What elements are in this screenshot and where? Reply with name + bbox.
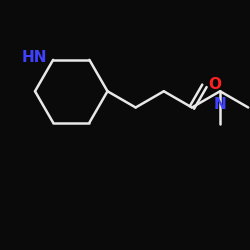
Text: HN: HN <box>22 50 47 65</box>
Text: O: O <box>208 77 221 92</box>
Text: N: N <box>214 97 226 112</box>
